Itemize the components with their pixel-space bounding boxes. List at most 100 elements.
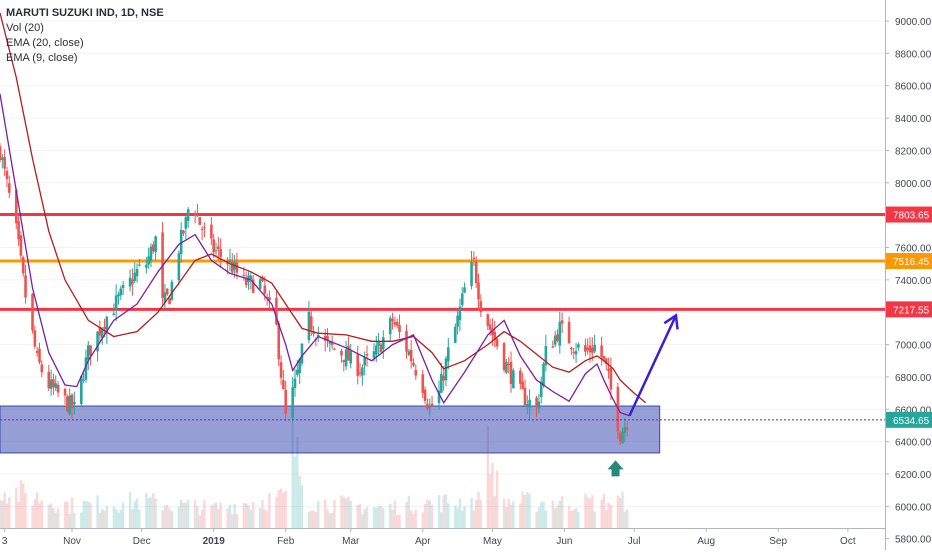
- volume-bar: [261, 499, 264, 528]
- y-tick-label: 8600.00: [895, 82, 932, 93]
- y-tick-label: 7000.00: [895, 341, 932, 352]
- volume-bar: [372, 507, 376, 528]
- volume-bar: [519, 503, 522, 528]
- volume-bar: [258, 507, 262, 528]
- candle-body: [437, 390, 441, 404]
- volume-bar: [375, 507, 378, 528]
- volume-bar: [300, 485, 304, 528]
- candle-body: [477, 282, 480, 300]
- up-arrow-marker: [607, 460, 624, 477]
- volume-bar: [444, 494, 448, 528]
- candle-body: [33, 330, 37, 347]
- volume-bar: [574, 508, 578, 528]
- volume-bar: [379, 505, 383, 528]
- candle-body: [300, 343, 304, 364]
- volume-bar: [363, 509, 366, 528]
- candle-body: [607, 368, 610, 372]
- candle-body: [210, 224, 213, 239]
- candle-body: [84, 357, 88, 380]
- volume-bar: [84, 501, 88, 528]
- volume-bar: [103, 510, 106, 528]
- volume-bar: [198, 515, 201, 528]
- candle-body: [591, 347, 594, 353]
- volume-bar: [310, 510, 313, 528]
- candle-body: [282, 380, 285, 390]
- volume-bar: [235, 514, 239, 528]
- volume-bar: [479, 500, 483, 528]
- x-tick-label: Jun: [556, 536, 572, 547]
- volume-bar: [112, 506, 116, 528]
- candle-body: [258, 279, 262, 289]
- volume-bar: [228, 505, 232, 528]
- volume-bar: [454, 505, 457, 528]
- ema9-line: [0, 93, 630, 417]
- support-zone: [0, 405, 661, 454]
- candle-body: [251, 279, 255, 293]
- level-price-tag-bg: [886, 301, 932, 318]
- volume-bar: [196, 506, 199, 528]
- candle-body: [168, 298, 171, 305]
- candle-body: [214, 250, 218, 252]
- candle-body: [491, 328, 494, 336]
- volume-bar: [277, 490, 280, 528]
- candle-body: [196, 215, 199, 217]
- volume-bar: [570, 510, 573, 528]
- volume-bar: [15, 487, 18, 528]
- price-axis-background: [885, 0, 932, 550]
- volume-bar: [80, 512, 83, 528]
- candle-body: [398, 325, 401, 332]
- candle-body: [342, 359, 346, 362]
- volume-bar: [214, 502, 218, 528]
- volume-bar: [505, 506, 508, 528]
- volume-bar: [24, 493, 27, 528]
- volume-bar: [163, 505, 167, 528]
- volume-bar: [591, 495, 594, 528]
- candle-body: [584, 345, 587, 352]
- candle-body: [409, 349, 413, 362]
- candle-body: [519, 370, 522, 384]
- candle-body: [539, 381, 543, 398]
- volume-bar: [502, 498, 506, 528]
- volume-bar: [128, 491, 132, 528]
- candle-body: [333, 348, 336, 350]
- level-price-tag-bg: [886, 253, 932, 270]
- candle-body: [391, 318, 394, 322]
- y-tick-label: 8800.00: [895, 49, 932, 60]
- volume-bar: [279, 488, 283, 528]
- candle-body: [544, 346, 548, 366]
- volume-bar: [523, 494, 527, 528]
- x-tick-label: Dec: [133, 536, 151, 547]
- candle-body: [609, 367, 613, 390]
- volume-bar: [96, 495, 99, 528]
- volume-bar: [512, 501, 515, 528]
- volume-bar: [138, 509, 141, 528]
- volume-bar: [328, 513, 332, 528]
- volume-bar: [1, 500, 4, 528]
- candle-body: [82, 379, 85, 381]
- candle-body: [279, 362, 283, 378]
- candle-body: [86, 345, 90, 360]
- ema20-line: [0, 12, 647, 404]
- candle-body: [268, 297, 271, 301]
- candle-body: [230, 262, 234, 273]
- candle-body: [179, 229, 183, 255]
- candle-body: [525, 404, 529, 407]
- candle-body: [119, 288, 123, 296]
- candle-body: [623, 426, 627, 433]
- candle-body: [493, 331, 497, 340]
- volume-bar: [63, 501, 67, 528]
- candle-body: [588, 345, 592, 353]
- volume-bar: [31, 505, 34, 528]
- candle-body: [66, 396, 69, 412]
- volume-bar: [296, 436, 299, 528]
- volume-bar: [247, 505, 250, 528]
- volume-bar: [193, 500, 197, 528]
- candle-body: [535, 397, 538, 407]
- candle-body: [54, 383, 58, 389]
- candle-body: [528, 399, 531, 408]
- volume-bar: [556, 504, 559, 528]
- projection-arrow-line: [628, 314, 678, 417]
- volume-bar: [625, 509, 629, 528]
